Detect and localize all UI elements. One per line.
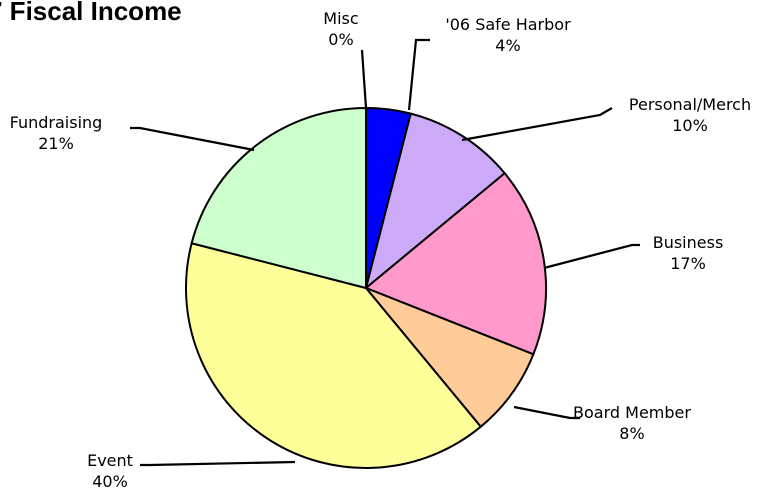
slice-label-personal-merch: Personal/Merch (629, 95, 751, 114)
pie-slice-board-member (365, 287, 535, 429)
chart-title: 7 Fiscal Income (0, 0, 182, 26)
leader-line-fundraising (130, 126, 255, 152)
pie-slice-event (185, 242, 483, 469)
leader-line-personal-merch (461, 107, 613, 142)
pie-slice-personal-merch (364, 112, 507, 291)
leader-line-misc (360, 49, 368, 109)
slice-label-event: Event (87, 451, 133, 470)
pie-slice-fundraising (190, 106, 367, 290)
slice-percent-misc: 0% (328, 30, 353, 49)
leader-line-board-member (513, 405, 580, 420)
slice-label-business: Business (653, 233, 724, 252)
slice-label-misc: Misc (323, 9, 358, 28)
pie-slice-business (364, 171, 547, 356)
leader-line-event (140, 460, 296, 467)
slice-percent-fundraising: 21% (38, 134, 74, 153)
leader-line-business (543, 243, 640, 270)
slice-percent-06-safe-harbor: 4% (495, 36, 520, 55)
slice-label-board-member: Board Member (573, 403, 691, 422)
slice-percent-board-member: 8% (619, 424, 644, 443)
slice-label-06-safe-harbor: '06 Safe Harbor (445, 15, 571, 34)
slice-label-fundraising: Fundraising (10, 113, 103, 132)
slice-percent-event: 40% (92, 472, 128, 491)
leader-line-06-safe-harbor (407, 38, 430, 111)
slice-percent-personal-merch: 10% (672, 116, 708, 135)
slice-percent-business: 17% (670, 254, 706, 273)
